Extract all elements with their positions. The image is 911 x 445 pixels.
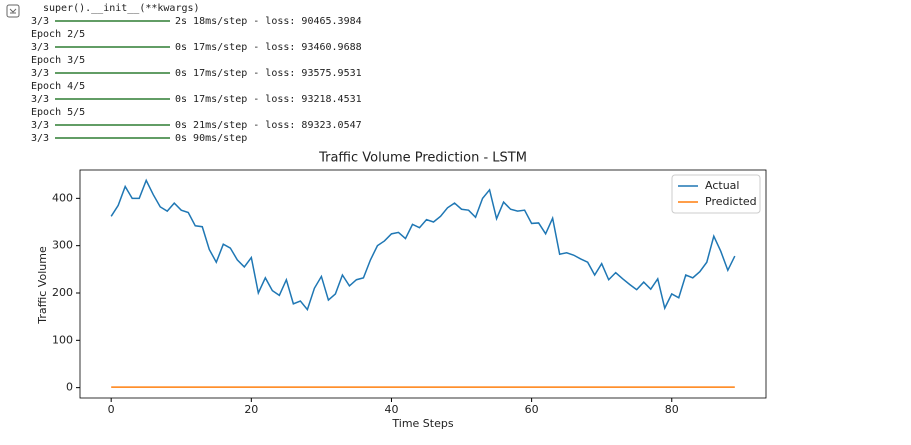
y-tick-label: 200 xyxy=(52,286,73,299)
step-count: 3/3 xyxy=(31,42,49,53)
output-icon[interactable] xyxy=(6,4,20,18)
y-tick-label: 100 xyxy=(52,333,73,346)
step-count: 3/3 xyxy=(31,120,49,131)
legend-label: Predicted xyxy=(705,195,757,208)
console-line: Epoch 5/5 xyxy=(31,107,85,118)
console-line: Epoch 3/5 xyxy=(31,55,85,66)
plot-area xyxy=(79,169,767,399)
legend-label: Actual xyxy=(705,179,739,192)
step-info: 0s 17ms/step - loss: 93218.4531 xyxy=(175,94,362,105)
x-axis-label: Time Steps xyxy=(391,417,453,430)
step-info: 0s 17ms/step - loss: 93575.9531 xyxy=(175,68,362,79)
console-header: super().__init__(**kwargs) xyxy=(43,3,200,14)
step-count: 3/3 xyxy=(31,68,49,79)
chart-title: Traffic Volume Prediction - LSTM xyxy=(318,151,527,166)
step-info: 0s 90ms/step xyxy=(175,133,247,144)
chart: Traffic Volume Prediction - LSTM Time St… xyxy=(36,151,767,430)
x-tick-label: 40 xyxy=(384,403,398,416)
step-count: 3/3 xyxy=(31,133,49,144)
step-info: 0s 17ms/step - loss: 93460.9688 xyxy=(175,42,362,53)
x-tick-label: 20 xyxy=(244,403,258,416)
y-tick-label: 400 xyxy=(52,191,73,204)
x-tick-label: 60 xyxy=(525,403,539,416)
y-axis-label: Traffic Volume xyxy=(36,246,49,325)
console-line: Epoch 4/5 xyxy=(31,81,85,92)
x-tick-label: 80 xyxy=(665,403,679,416)
legend-box xyxy=(671,174,761,214)
console-line: Epoch 2/5 xyxy=(31,29,85,40)
y-tick-label: 0 xyxy=(66,381,73,394)
series-line xyxy=(110,178,736,312)
step-count: 3/3 xyxy=(31,94,49,105)
x-tick-label: 0 xyxy=(108,403,115,416)
step-count: 3/3 xyxy=(31,16,49,27)
step-info: 2s 18ms/step - loss: 90465.3984 xyxy=(175,16,362,27)
y-tick-label: 300 xyxy=(52,239,73,252)
step-info: 0s 21ms/step - loss: 89323.0547 xyxy=(175,120,362,131)
console: 3/3 2s 18ms/step - loss: 90465.3984 Epoch … xyxy=(31,16,362,144)
